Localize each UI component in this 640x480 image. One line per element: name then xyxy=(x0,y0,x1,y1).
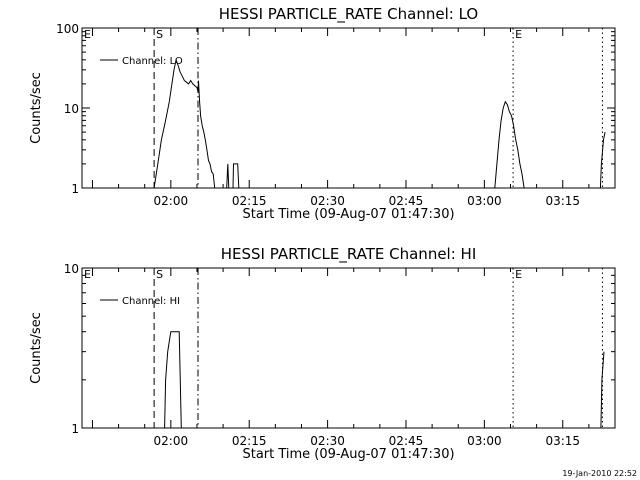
legend-entry: Channel: LO xyxy=(122,56,183,67)
x-tick-label: 02:45 xyxy=(389,434,424,448)
event-marker-label: E xyxy=(84,268,91,281)
y-tick-label: 1 xyxy=(71,422,79,436)
y-tick-label: 10 xyxy=(64,102,79,116)
chart-panel-2: HESSI PARTICLE_RATE Channel: HI 02:00 02:1… xyxy=(29,245,616,462)
y-axis-label: Counts/sec xyxy=(29,72,44,144)
x-tick-label: 02:30 xyxy=(310,434,345,448)
x-tick-label: 02:15 xyxy=(232,194,267,208)
event-marker-label: S xyxy=(156,268,163,281)
x-tick-label: 03:00 xyxy=(467,194,502,208)
chart-panel-1: HESSI PARTICLE_RATE Channel: LO 02:00 02:1… xyxy=(29,5,616,222)
event-marker-label: E xyxy=(515,268,522,281)
x-tick-label: 03:00 xyxy=(467,434,502,448)
series-line-segment xyxy=(232,163,240,189)
series-line-segment xyxy=(600,351,605,429)
y-tick-label: 100 xyxy=(56,22,79,36)
series-line-segment xyxy=(153,57,216,189)
x-tick-label: 02:45 xyxy=(389,194,424,208)
x-tick-label: 02:15 xyxy=(232,434,267,448)
series-line-segment xyxy=(226,163,230,189)
event-marker-label: E xyxy=(515,28,522,41)
x-tick-label: 02:30 xyxy=(310,194,345,208)
plot-frame xyxy=(81,267,616,429)
y-tick-label: 10 xyxy=(64,262,79,276)
series-line-segment xyxy=(164,331,182,429)
y-axis-label: Counts/sec xyxy=(29,312,44,384)
timestamp-label: 19-Jan-2010 22:52 xyxy=(562,469,637,478)
y-tick-label: 1 xyxy=(71,182,79,196)
legend-entry: Channel: HI xyxy=(122,296,180,307)
event-marker-label: E xyxy=(84,28,91,41)
x-axis-label: Start Time (09-Aug-07 01:47:30) xyxy=(242,447,454,462)
x-tick-label: 03:15 xyxy=(545,194,580,208)
x-axis-label: Start Time (09-Aug-07 01:47:30) xyxy=(242,207,454,222)
chart-title: HESSI PARTICLE_RATE Channel: HI xyxy=(221,245,477,264)
x-tick-label: 03:15 xyxy=(545,434,580,448)
x-tick-label: 02:00 xyxy=(154,434,189,448)
x-tick-label: 02:00 xyxy=(154,194,189,208)
series-line-segment xyxy=(599,131,606,189)
event-marker-label: S xyxy=(156,28,163,41)
series-line-segment xyxy=(494,100,525,189)
chart-title: HESSI PARTICLE_RATE Channel: LO xyxy=(219,5,478,24)
